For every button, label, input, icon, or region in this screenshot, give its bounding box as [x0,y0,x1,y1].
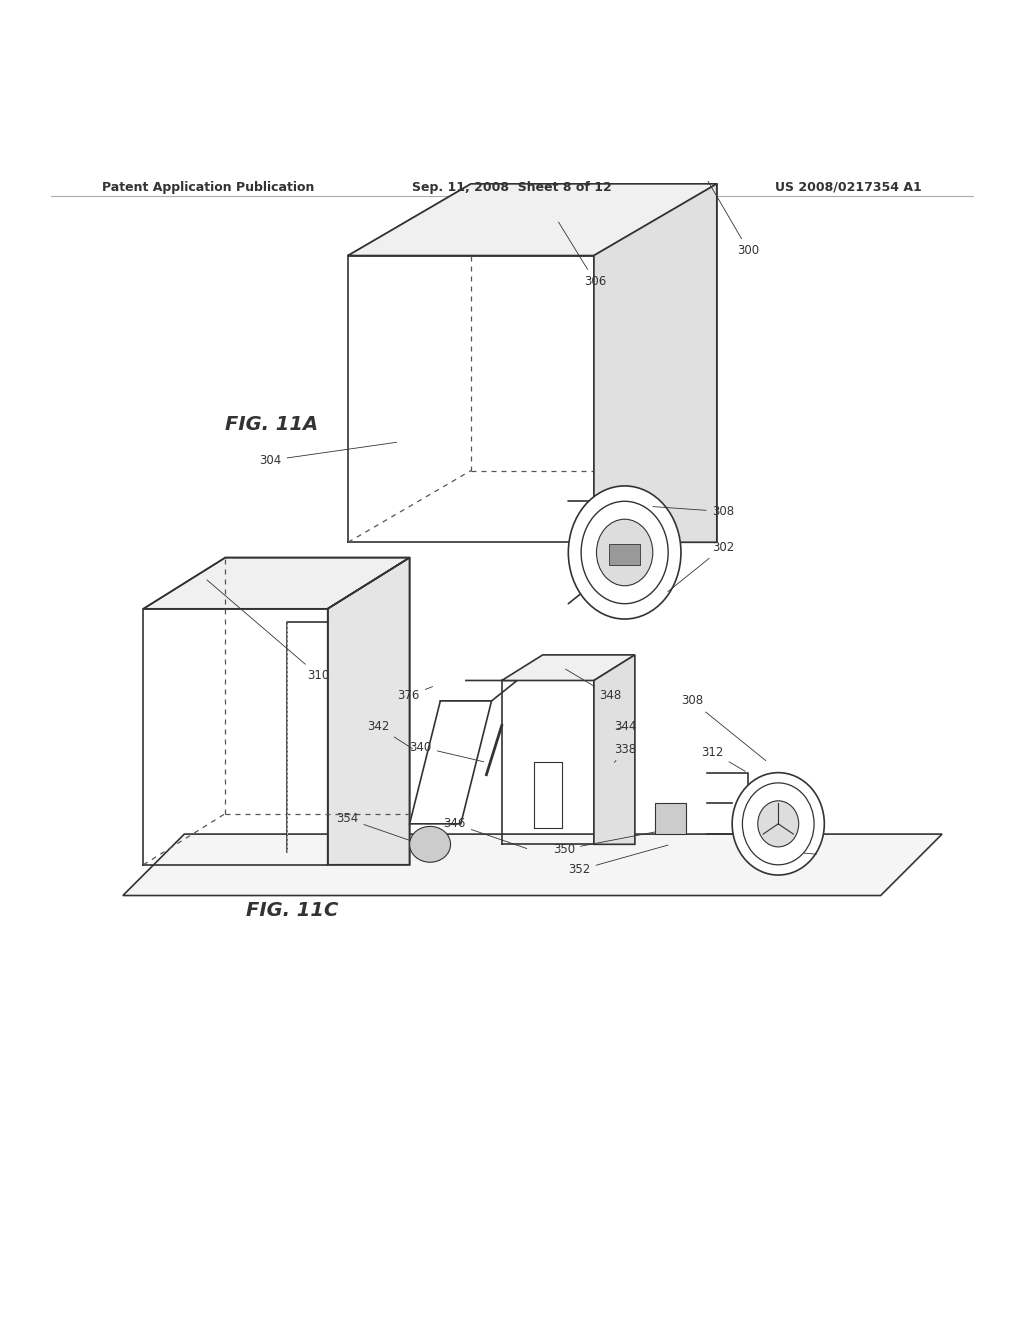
Text: 348: 348 [565,669,622,702]
Text: 304: 304 [259,442,396,467]
Text: 340: 340 [410,741,483,762]
FancyBboxPatch shape [655,804,686,834]
Polygon shape [594,655,635,845]
Polygon shape [502,655,635,681]
Polygon shape [594,183,717,543]
Text: 310: 310 [207,579,330,682]
Polygon shape [123,834,942,895]
Text: 312: 312 [701,746,745,771]
FancyBboxPatch shape [609,544,640,565]
Text: Patent Application Publication: Patent Application Publication [102,181,314,194]
Ellipse shape [742,783,814,865]
Ellipse shape [758,801,799,847]
Text: US 2008/0217354 A1: US 2008/0217354 A1 [775,181,922,194]
Text: 314: 314 [758,843,816,855]
Ellipse shape [732,772,824,875]
Text: FIG. 11C: FIG. 11C [246,902,338,920]
Text: FIG. 11A: FIG. 11A [225,414,318,434]
Text: 302: 302 [668,541,734,591]
Ellipse shape [597,519,653,586]
Ellipse shape [582,502,669,603]
Text: 338: 338 [614,743,637,763]
Polygon shape [348,183,717,256]
Text: 342: 342 [367,721,413,748]
Text: 346: 346 [443,817,526,849]
Ellipse shape [568,486,681,619]
Ellipse shape [410,826,451,862]
Text: 308: 308 [653,506,734,517]
Text: 306: 306 [558,222,606,288]
Polygon shape [143,557,410,609]
Polygon shape [410,701,492,824]
Polygon shape [328,557,410,865]
Text: 308: 308 [681,694,766,760]
Text: Sep. 11, 2008  Sheet 8 of 12: Sep. 11, 2008 Sheet 8 of 12 [412,181,612,194]
Text: 350: 350 [553,829,668,855]
Text: 300: 300 [708,181,760,257]
Text: 354: 354 [336,812,447,854]
Text: 376: 376 [397,686,432,702]
Text: 344: 344 [614,721,637,733]
Text: 352: 352 [568,845,668,876]
